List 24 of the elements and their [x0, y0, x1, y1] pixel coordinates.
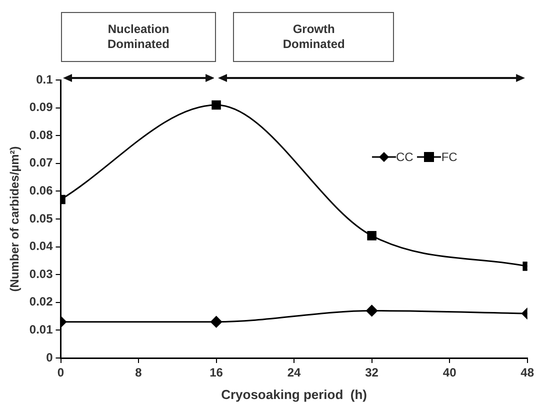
y-tick-label: 0.03 [29, 266, 54, 281]
y-tick-label: 0.01 [29, 322, 54, 337]
y-tick-label: 0.02 [29, 294, 54, 309]
x-tick-label: 40 [442, 366, 457, 380]
legend-label: CC [396, 150, 414, 164]
x-tick-label: 0 [57, 366, 64, 380]
y-tick-label: 0.1 [36, 72, 54, 86]
x-tick-label: 32 [365, 366, 379, 380]
y-tick-label: 0.09 [29, 100, 54, 114]
x-tick-label: 16 [210, 366, 224, 380]
legend-label: FC [441, 150, 458, 164]
y-tick-label: 0.07 [29, 156, 54, 170]
y-tick-label: 0.04 [29, 239, 54, 254]
y-axis-title: (Number of carbides/µm²) [8, 146, 22, 292]
x-tick-label: 24 [287, 366, 302, 380]
y-tick-label: 0 [46, 350, 54, 364]
text: Nucleation Dominated [60, 12, 216, 62]
y-tick-label: 0.05 [29, 211, 54, 226]
x-tick-label: 8 [135, 366, 142, 380]
x-tick-label: 48 [520, 366, 534, 380]
x-axis-title: Cryosoaking period (h) [221, 386, 367, 402]
y-tick-label: 0.06 [29, 184, 54, 198]
text: Growth Dominated [233, 12, 394, 62]
y-tick-label: 0.08 [29, 128, 54, 142]
